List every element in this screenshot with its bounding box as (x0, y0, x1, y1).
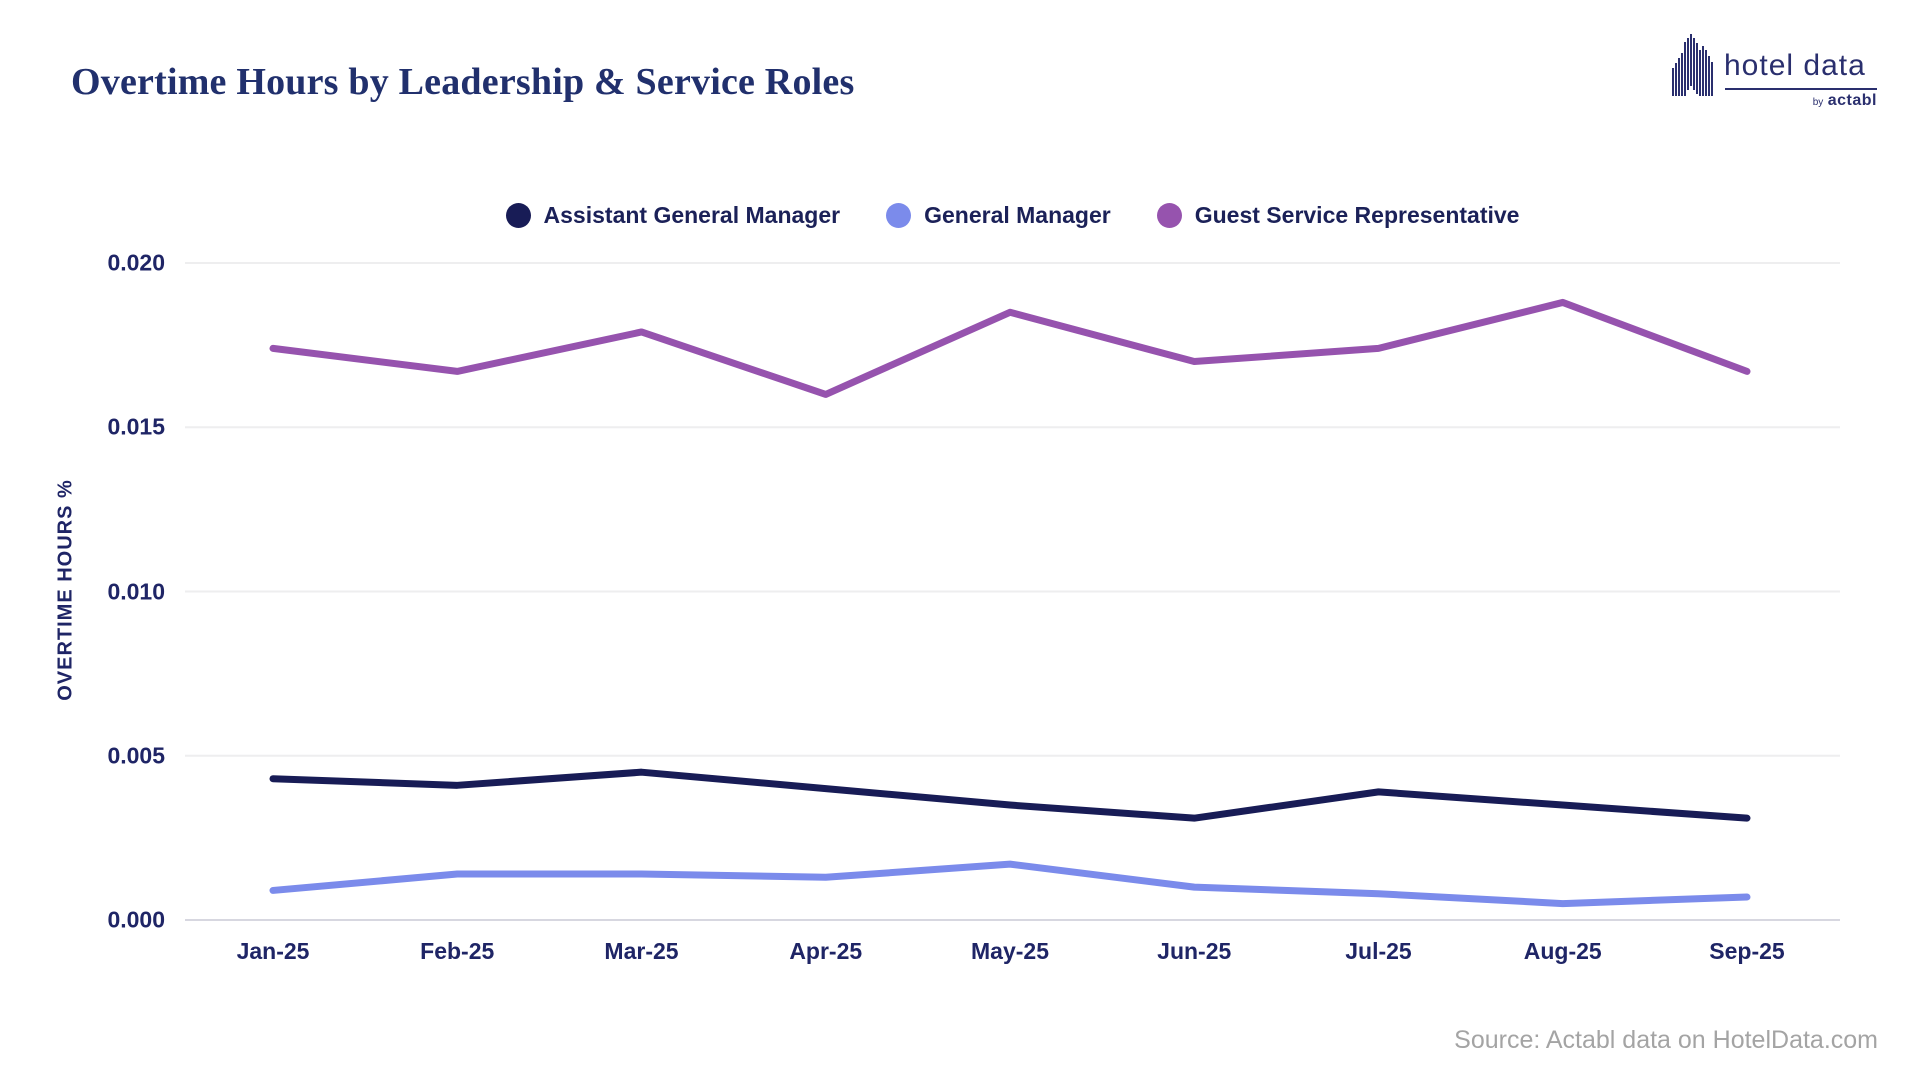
y-tick-label: 0.005 (107, 742, 165, 769)
legend-item-guest-service-representative: Guest Service Representative (1156, 202, 1520, 229)
legend-dot-icon (505, 203, 531, 228)
y-tick-label: 0.010 (107, 578, 165, 604)
series-line-assistant-general-manager (269, 768, 1751, 822)
legend-dot-icon (1156, 203, 1182, 228)
series-line-general-manager (269, 860, 1751, 908)
logo-underline (1725, 88, 1877, 90)
y-tick-label: 0.020 (107, 249, 165, 276)
source-attribution: Source: Actabl data on HotelData.com (1454, 1026, 1878, 1054)
x-tick-label: Jan-25 (236, 938, 310, 964)
legend-label: Assistant General Manager (543, 202, 841, 228)
x-tick-label: May-25 (971, 938, 1049, 964)
legend-dot-icon (886, 203, 912, 228)
x-tick-label: Apr-25 (789, 938, 863, 964)
page-title: Overtime Hours by Leadership & Service R… (71, 61, 855, 103)
x-tick-label: Aug-25 (1523, 938, 1602, 964)
y-tick-label: 0.015 (107, 413, 165, 440)
x-tick-label: Sep-25 (1709, 938, 1785, 964)
logo-by-prefix: by (1812, 97, 1824, 108)
chart-legend: Assistant General Manager General Manager… (185, 202, 1840, 229)
x-tick-label: Mar-25 (604, 938, 679, 964)
x-tick-label: Jul-25 (1345, 938, 1412, 964)
legend-label: Guest Service Representative (1194, 202, 1520, 228)
x-tick-label: Feb-25 (420, 938, 495, 964)
legend-label: General Manager (924, 202, 1111, 228)
logo-byline: by actabl (1725, 92, 1877, 110)
legend-item-assistant-general-manager: Assistant General Manager (505, 202, 841, 229)
y-tick-label: 0.000 (107, 906, 165, 933)
x-tick-label: Jun-25 (1157, 938, 1232, 964)
series-line-guest-service-representative (269, 298, 1751, 398)
logo-wordmark: hotel data (1724, 49, 1866, 82)
hotel-data-logo: hotel data by actabl (1672, 33, 1880, 109)
legend-item-general-manager: General Manager (886, 202, 1111, 229)
hotel-data-logo-icon (1672, 34, 1713, 96)
logo-by-brand: actabl (1827, 92, 1877, 109)
plot-area (185, 262, 1840, 921)
